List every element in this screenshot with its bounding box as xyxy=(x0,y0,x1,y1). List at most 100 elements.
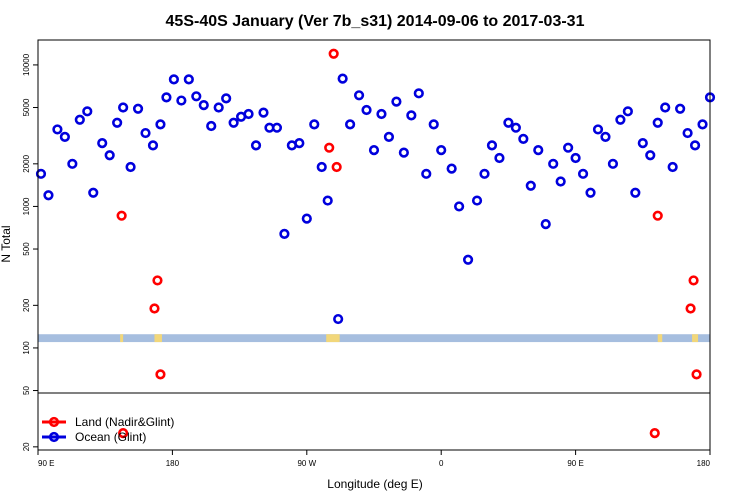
ocean-point xyxy=(682,127,693,139)
legend-land-label: Land (Nadir&Glint) xyxy=(75,415,174,429)
land-point xyxy=(688,275,699,286)
land-band-segment xyxy=(692,334,699,343)
ocean-point xyxy=(161,92,172,103)
ocean-point xyxy=(168,74,179,85)
ocean-point xyxy=(622,106,633,117)
y-tick-label: 5000 xyxy=(22,98,31,116)
ocean-point xyxy=(600,131,611,142)
ocean-point xyxy=(454,201,465,212)
land-series xyxy=(116,48,702,439)
ocean-point xyxy=(176,95,187,106)
land-band-segment xyxy=(120,334,124,343)
ocean-point xyxy=(118,102,129,113)
ocean-point xyxy=(97,138,108,149)
ocean-point xyxy=(652,117,663,128)
ocean-point xyxy=(667,161,678,173)
ocean-point xyxy=(183,74,194,85)
land-point xyxy=(685,303,696,314)
ocean-point xyxy=(322,195,333,206)
ocean-point xyxy=(191,91,202,102)
y-axis-label: N Total xyxy=(0,225,13,262)
ocean-point xyxy=(140,127,151,139)
ocean-point xyxy=(570,152,581,164)
ocean-point xyxy=(494,152,505,164)
ocean-point xyxy=(592,124,604,135)
land-band xyxy=(38,334,710,343)
ocean-point xyxy=(510,122,521,133)
land-point xyxy=(691,369,702,380)
ocean-point xyxy=(228,117,239,128)
ocean-point xyxy=(645,150,656,161)
land-band-segment xyxy=(326,334,340,343)
land-point xyxy=(649,428,660,439)
legend-ocean-label: Ocean (Glint) xyxy=(75,430,146,444)
ocean-point xyxy=(258,107,269,118)
ocean-point xyxy=(43,190,54,201)
x-tick-label: 180 xyxy=(166,459,180,468)
ocean-point xyxy=(398,147,409,158)
x-tick-label: 90 E xyxy=(38,459,54,468)
ocean-point xyxy=(436,145,447,156)
ocean-point xyxy=(368,145,380,156)
ocean-point xyxy=(689,140,701,151)
land-point xyxy=(149,303,160,314)
ocean-point xyxy=(471,195,483,206)
ocean-point xyxy=(406,110,417,121)
chart-title: 45S-40S January (Ver 7b_s31) 2014-09-06 … xyxy=(166,13,585,30)
ocean-point xyxy=(518,133,529,145)
ocean-point xyxy=(52,124,63,135)
ocean-point xyxy=(155,119,166,130)
ocean-point xyxy=(660,102,671,113)
ocean-point xyxy=(345,119,356,130)
x-tick-label: 90 W xyxy=(297,459,316,468)
ocean-point xyxy=(361,104,372,116)
ocean-point xyxy=(104,150,115,161)
ocean-point xyxy=(221,93,232,104)
land-point xyxy=(331,161,342,173)
ocean-series xyxy=(35,73,716,325)
ocean-point xyxy=(675,103,686,114)
ocean-point xyxy=(301,213,312,224)
ocean-point xyxy=(59,131,70,142)
land-point xyxy=(118,428,129,439)
ocean-point xyxy=(125,161,136,173)
ocean-point xyxy=(607,158,619,169)
ocean-point xyxy=(132,103,144,114)
ocean-point xyxy=(337,73,348,84)
ocean-point xyxy=(555,176,566,187)
ocean-point xyxy=(428,119,439,130)
y-tick-label: 100 xyxy=(22,341,31,355)
ocean-point xyxy=(548,158,559,169)
ocean-point xyxy=(82,106,93,117)
legend-land-marker xyxy=(48,416,60,428)
y-tick-label: 10000 xyxy=(22,53,31,76)
ocean-point xyxy=(563,142,574,153)
ocean-point xyxy=(383,131,395,142)
ocean-point xyxy=(250,140,262,151)
ocean-point xyxy=(533,145,544,156)
x-tick-label: 180 xyxy=(697,459,711,468)
ocean-point xyxy=(309,119,320,130)
ocean-point xyxy=(446,163,457,174)
land-band-strip xyxy=(38,334,710,343)
x-tick-label: 0 xyxy=(439,459,444,468)
ocean-point xyxy=(615,114,626,125)
ocean-point xyxy=(243,108,254,120)
ocean-point xyxy=(585,187,596,198)
land-point xyxy=(152,275,163,286)
ocean-point xyxy=(376,108,387,120)
ocean-point xyxy=(630,187,641,198)
land-point xyxy=(328,48,339,59)
ocean-point xyxy=(525,180,536,191)
ocean-point xyxy=(391,96,402,107)
ocean-point xyxy=(112,117,123,128)
ocean-point xyxy=(74,114,85,125)
plot-frame xyxy=(37,39,711,451)
ocean-point xyxy=(35,168,47,179)
y-tick-label: 200 xyxy=(22,298,31,312)
legend: Land (Nadir&Glint) Ocean (Glint) xyxy=(42,415,174,444)
ocean-point xyxy=(294,138,305,149)
ocean-point xyxy=(413,88,424,99)
ocean-point xyxy=(271,122,283,133)
